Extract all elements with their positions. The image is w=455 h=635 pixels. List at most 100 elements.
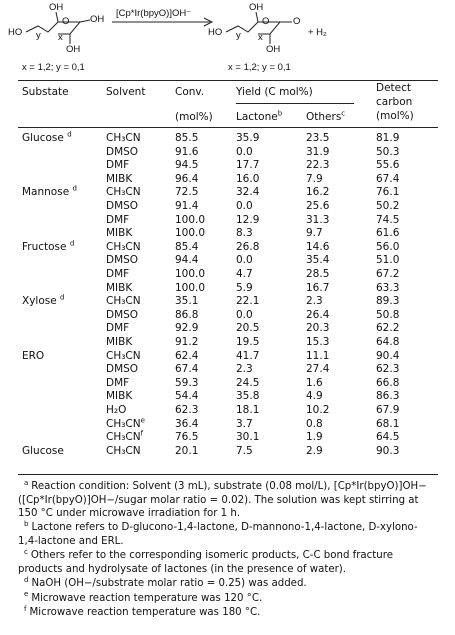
footnote-text: Reaction condition: Solvent (3 mL), subs… [18, 481, 427, 520]
cell: 92.9 [175, 322, 199, 335]
cell: 20.5 [236, 322, 260, 335]
cell: 8.3 [236, 227, 253, 240]
reagent: [Cp*Ir(bpyO)]OH⁻ [116, 8, 192, 19]
header: Substate [22, 86, 69, 98]
note-mark: c [24, 547, 28, 556]
cell: 35.9 [236, 132, 260, 144]
cell: 85.4 [175, 240, 199, 253]
cell: 19.5 [236, 336, 260, 348]
cell: 22.3 [306, 159, 330, 172]
cell: 0.0 [236, 200, 253, 212]
cell: 16.0 [236, 172, 260, 185]
cell: 15.3 [306, 336, 330, 348]
note-mark: d [72, 184, 77, 193]
note-mark: d [69, 239, 75, 248]
cell: 10.2 [306, 404, 330, 416]
header: Lactoneb [236, 109, 283, 123]
scheme-label: OH [249, 2, 264, 13]
cell: 0.8 [306, 417, 323, 430]
cell: 55.6 [376, 159, 400, 172]
header: (mol%) [175, 111, 213, 123]
header: Solvent [106, 86, 146, 98]
scheme-label: OH [266, 44, 281, 55]
cell: 17.7 [236, 159, 260, 172]
cell: 67.4 [175, 363, 199, 376]
footnote: f Microwave reaction temperature was 180 … [18, 604, 436, 620]
cell: 51.0 [376, 254, 400, 267]
cell: 68.1 [376, 417, 400, 430]
cell: 12.9 [236, 213, 260, 226]
cell: 7.9 [306, 172, 323, 185]
cell: 94.4 [175, 254, 199, 267]
solvent: MIBK [106, 390, 133, 403]
cell: 0.0 [236, 145, 253, 158]
cell: 23.5 [306, 132, 330, 144]
cell: 35.8 [236, 390, 260, 403]
solvent: CH₃CN [106, 132, 141, 144]
cell: 2.9 [306, 444, 323, 457]
header: Conv. [175, 86, 205, 98]
cell: 64.8 [376, 336, 400, 348]
scheme-label: x [258, 32, 263, 43]
note-mark: b [277, 109, 283, 118]
footnote-text: NaOH (OH−/substrate molar ratio = 0.25) … [31, 578, 307, 589]
cell: 5.9 [236, 281, 253, 294]
substrate: Mannose d [22, 184, 77, 199]
cell: 30.1 [236, 431, 260, 444]
cell: 86.3 [376, 390, 400, 403]
cell: 0.0 [236, 254, 253, 267]
note-mark: a [24, 478, 29, 487]
solvent: CH₃CN [106, 349, 141, 362]
solvent: MIBK [106, 281, 133, 294]
cell: 41.7 [236, 349, 260, 362]
header-rule [18, 127, 438, 128]
bottom-rule [18, 474, 438, 475]
cell: 96.4 [175, 172, 199, 185]
cell: 31.3 [306, 213, 330, 226]
solvent: MIBK [106, 336, 133, 348]
scheme-label: OH [66, 44, 81, 55]
cell: 24.5 [236, 376, 260, 389]
scheme-label: x [58, 32, 63, 43]
note-mark: f [24, 604, 27, 613]
cell: 67.9 [376, 404, 400, 416]
footnote-text: Lactone refers to D-glucono-1,4-lactone,… [18, 522, 418, 547]
cell: 91.6 [175, 145, 199, 158]
cell: 85.5 [175, 132, 199, 144]
scheme-label: O [293, 16, 301, 27]
substrate: Glucose [22, 444, 64, 457]
cell: 67.2 [376, 268, 400, 280]
cell: 100.0 [175, 227, 206, 240]
cell: 89.3 [376, 295, 400, 308]
cell: 62.2 [376, 322, 400, 335]
cell: 50.3 [376, 145, 400, 158]
footnote: c Others refer to the corresponding isome… [18, 547, 436, 576]
solvent: CH₃CN [106, 186, 141, 199]
reaction-scheme [25, 11, 292, 44]
cell: 61.6 [376, 227, 400, 240]
solvent: CH₃CN [106, 295, 141, 308]
solvent: CH₃CNf [106, 429, 144, 444]
note-mark: d [24, 575, 29, 584]
top-rule [18, 80, 438, 81]
scheme-note: x = 1,2; y = 0,1 [22, 62, 85, 73]
cell: 20.1 [175, 444, 199, 457]
solvent: DMSO [106, 308, 139, 321]
cell: 100.0 [175, 281, 206, 294]
cell: 72.5 [175, 186, 199, 199]
cell: 0.0 [236, 308, 253, 321]
scheme-label: y [236, 30, 241, 41]
yield-rule [236, 103, 354, 104]
solvent: MIBK [106, 172, 133, 185]
note-mark: d [67, 130, 72, 139]
cell: 56.0 [376, 240, 400, 253]
cell: 91.4 [175, 200, 199, 212]
cell: 7.5 [236, 444, 253, 457]
cell: 36.4 [175, 417, 199, 430]
solvent: DMSO [106, 200, 139, 212]
solvent: DMSO [106, 363, 139, 376]
cell: 90.3 [376, 444, 400, 457]
header: Yield (C mol%) [236, 86, 313, 98]
solvent: DMF [106, 322, 130, 335]
scheme-label: y [36, 30, 41, 41]
